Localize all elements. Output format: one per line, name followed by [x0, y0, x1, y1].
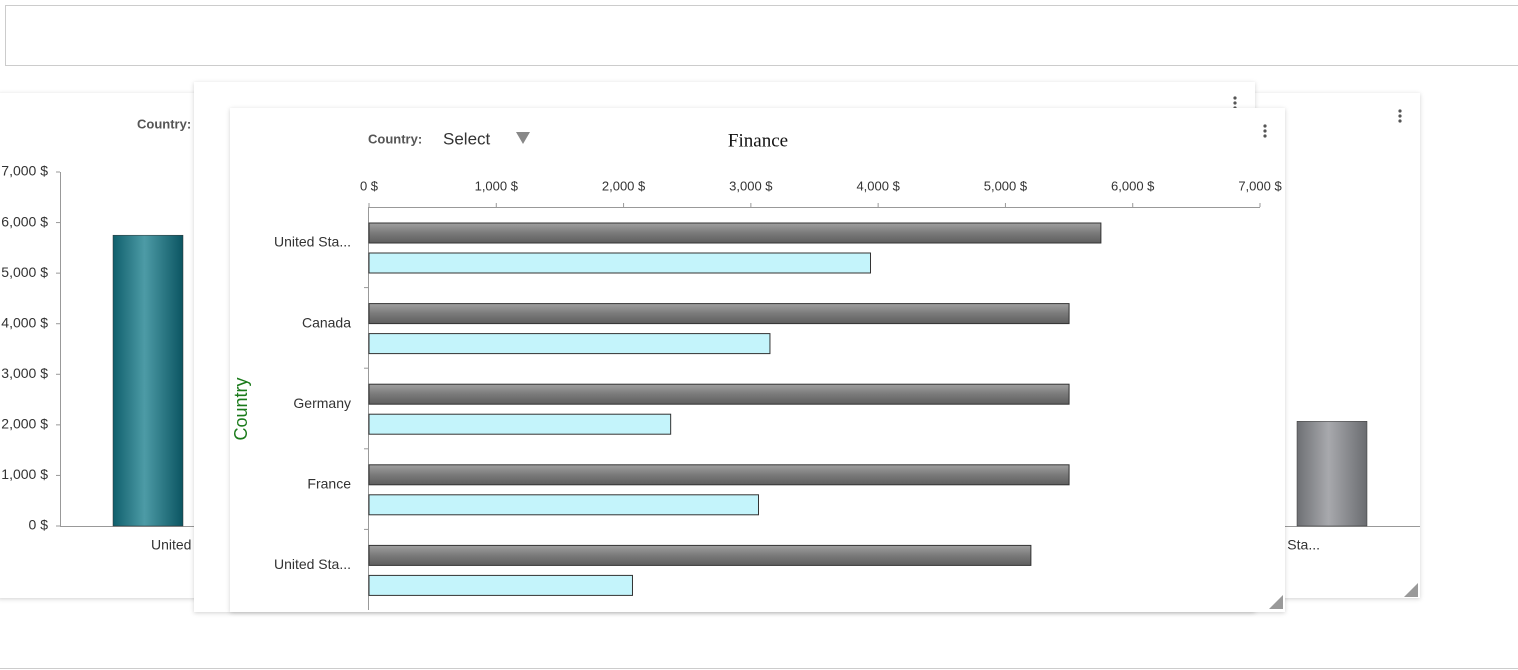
bar — [368, 494, 759, 516]
bar — [368, 464, 1070, 486]
bar — [1296, 421, 1368, 527]
chart: 0 $ 1,000 $ 2,000 $ 3,000 $ 4,000 $ 5,000 $ 6,… — [274, 178, 1282, 610]
x-tick-label: 3,000 $ — [729, 178, 773, 193]
bar — [368, 222, 1102, 244]
filter-label: Country: — [368, 131, 422, 146]
top-bar — [5, 5, 1518, 66]
y-tick-label: 7,000 $ — [1, 163, 48, 179]
y-tick-label: 2,000 $ — [1, 416, 48, 432]
x-tick-label: 2,000 $ — [602, 178, 646, 193]
x-tick-label: 5,000 $ — [984, 178, 1028, 193]
bar — [368, 574, 633, 596]
y-tick-label: 6,000 $ — [1, 213, 48, 229]
x-tick-label: 0 $ — [360, 178, 379, 193]
panel — [230, 108, 1285, 612]
chart-title: Finance — [728, 130, 788, 151]
bar — [112, 234, 184, 527]
filter-select[interactable]: Select — [443, 129, 491, 148]
menu-icon[interactable] — [1398, 109, 1402, 123]
axis-title: Country — [231, 377, 251, 440]
y-tick-label: 4,000 $ — [1, 314, 48, 330]
filter-label: Country: — [137, 116, 191, 131]
bar — [368, 383, 1070, 405]
y-tick-label: 5,000 $ — [1, 264, 48, 280]
y-tick-label: 0 $ — [29, 517, 49, 533]
y-tick-label: United Sta... — [274, 556, 351, 572]
resize-handle[interactable] — [1269, 595, 1283, 609]
menu-icon[interactable] — [1233, 96, 1237, 110]
x-tick-label: 4,000 $ — [856, 178, 900, 193]
x-tick-label: 1,000 $ — [475, 178, 519, 193]
y-tick-label: 1,000 $ — [1, 466, 48, 482]
resize-handle[interactable] — [1404, 583, 1418, 597]
y-tick-label: Germany — [293, 395, 351, 411]
bar — [368, 303, 1070, 325]
y-tick-label: France — [307, 476, 351, 492]
bar — [368, 252, 872, 274]
bar — [368, 544, 1032, 566]
front-panel: Country: Select Finance Country 0 $ 1,000… — [230, 108, 1285, 612]
x-tick-label: 7,000 $ — [1238, 178, 1282, 193]
x-tick-label: 6,000 $ — [1111, 178, 1155, 193]
menu-icon[interactable] — [1263, 124, 1267, 138]
y-tick-label: Canada — [302, 314, 351, 330]
dropdown-arrow[interactable] — [516, 132, 530, 144]
bar — [368, 413, 672, 435]
y-tick-label: 3,000 $ — [1, 365, 48, 381]
bar — [368, 333, 771, 355]
y-tick-label: United Sta... — [274, 234, 351, 250]
